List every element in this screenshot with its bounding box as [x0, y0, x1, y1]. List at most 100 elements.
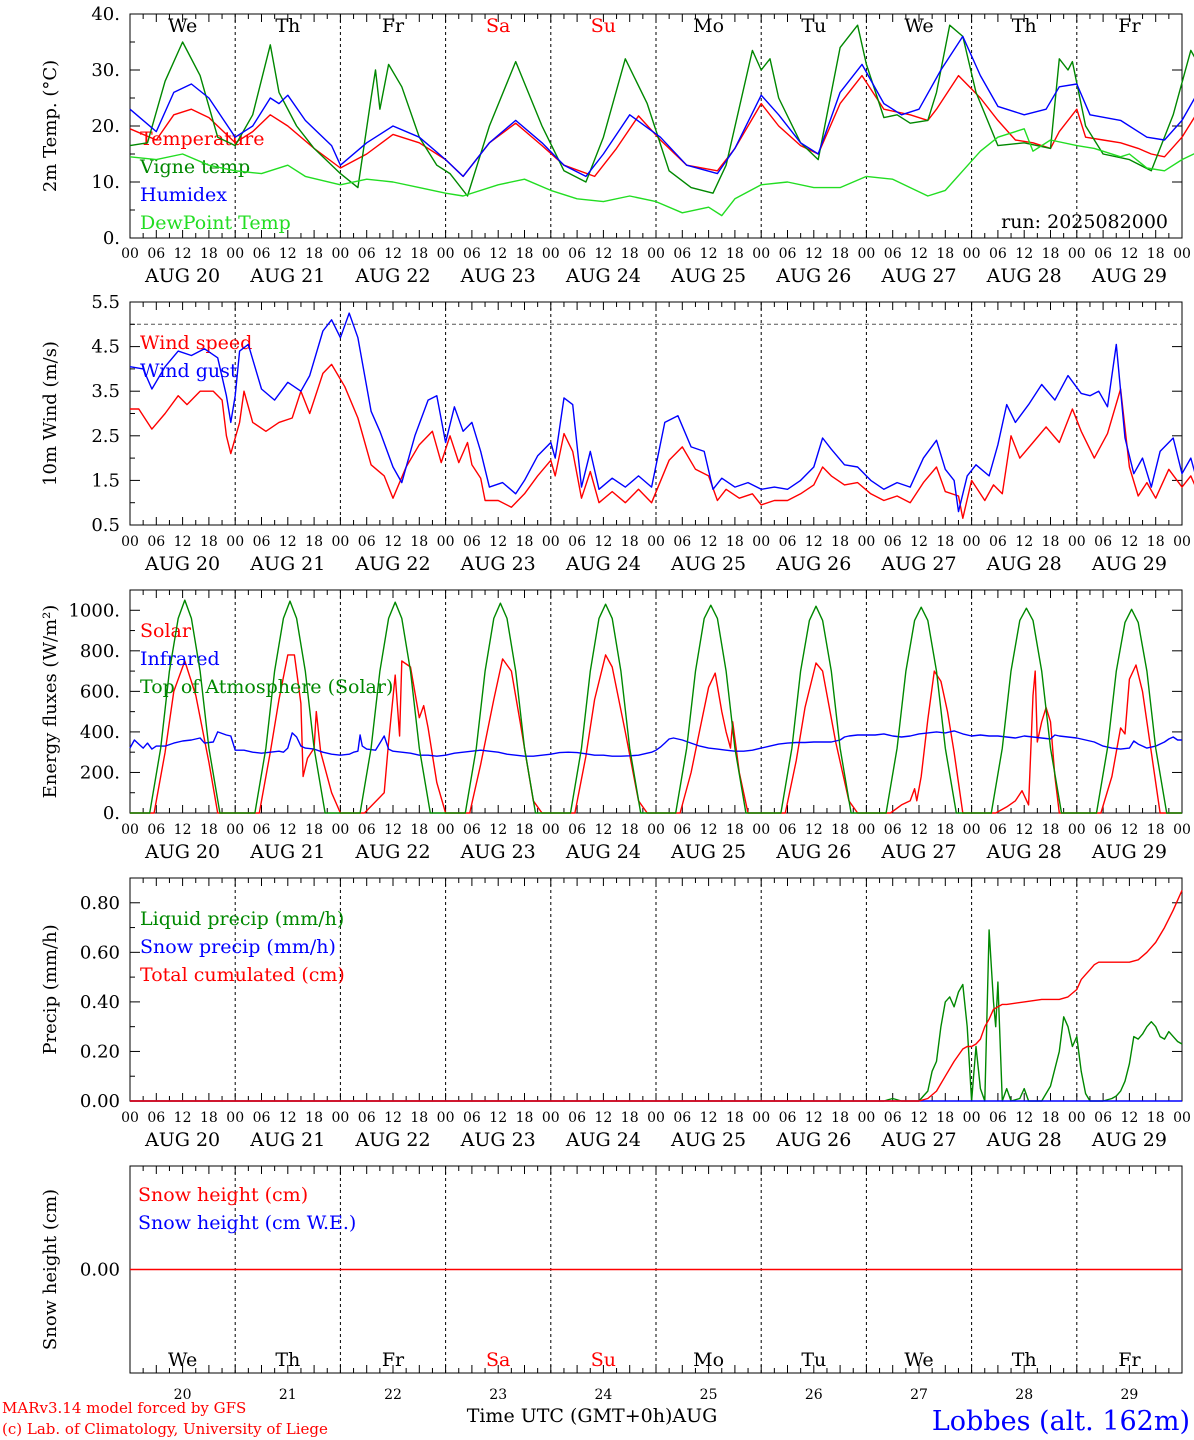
y-tick-label: 40.	[91, 4, 120, 25]
legend-entry: Temperature	[140, 128, 264, 150]
date-label: AUG 27	[880, 265, 956, 287]
y-tick-label: 0.5	[91, 515, 120, 536]
legend-entry: Snow precip (mm/h)	[140, 936, 336, 958]
hour-label: 18	[1042, 246, 1060, 262]
y-tick-label: 0.	[103, 803, 120, 824]
hour-label: 18	[1147, 1110, 1165, 1126]
hour-label: 00	[226, 534, 244, 550]
hour-label: 12	[279, 822, 297, 838]
hour-label: 00	[226, 246, 244, 262]
y-tick-label: 20.	[91, 116, 120, 137]
hour-label: 00	[857, 246, 875, 262]
legend-entry: Total cumulated (cm)	[140, 964, 345, 986]
day-abbr-label: Tu	[801, 15, 826, 37]
hour-label: 18	[305, 1110, 323, 1126]
hour-label: 06	[358, 822, 376, 838]
series-line-liquid-precip-mm-h-	[130, 929, 1183, 1102]
hour-label: 12	[1120, 246, 1138, 262]
day-abbr-label: Fr	[382, 15, 405, 37]
y-tick-label: 800.	[80, 641, 120, 662]
hour-label: 12	[489, 534, 507, 550]
legend-entry: Snow height (cm W.E.)	[138, 1212, 356, 1234]
date-label: AUG 21	[249, 265, 325, 287]
hour-label: 00	[1173, 534, 1191, 550]
panels: 0. 10. 20. 30. 40. 2m Temp. (°C) Temperature Vi…	[40, 4, 1194, 1403]
y-tick-label: 1.5	[91, 470, 120, 491]
y-tick-label: 0.60	[80, 942, 120, 963]
hour-label: 06	[463, 246, 481, 262]
day-abbr-label: Th	[275, 15, 300, 37]
date-label: AUG 29	[1091, 553, 1167, 575]
hour-label: 00	[1068, 246, 1086, 262]
hour-label: 12	[594, 1110, 612, 1126]
day-abbr-label: Mo	[693, 1349, 724, 1371]
date-label: AUG 28	[986, 265, 1062, 287]
chart-panel-5: 0.00 Snow height (cm) Snow height (cm) Snow…	[40, 1165, 1183, 1403]
hour-label: 12	[805, 246, 823, 262]
hour-label: 18	[1042, 822, 1060, 838]
hour-label: 00	[752, 1110, 770, 1126]
hour-label: 06	[463, 1110, 481, 1126]
day-number-label: 24	[594, 1387, 612, 1403]
day-abbr-label: Th	[275, 1349, 300, 1371]
hour-label: 12	[910, 822, 928, 838]
y-tick-label: 10.	[91, 172, 120, 193]
day-abbr-label: Su	[591, 15, 616, 37]
series-line-wind-speed	[130, 363, 1194, 519]
date-label: AUG 25	[670, 841, 746, 863]
hour-label: 12	[1015, 534, 1033, 550]
date-label: AUG 23	[460, 841, 536, 863]
y-axis-label: 2m Temp. (°C)	[40, 60, 61, 192]
hour-label: 06	[1094, 1110, 1112, 1126]
hour-label: 06	[253, 246, 271, 262]
hour-label: 12	[700, 822, 718, 838]
hour-label: 12	[384, 1110, 402, 1126]
hour-label: 18	[726, 1110, 744, 1126]
hour-label: 06	[673, 246, 691, 262]
hour-label: 12	[384, 246, 402, 262]
hour-label: 00	[1173, 1110, 1191, 1126]
hour-label: 18	[1147, 246, 1165, 262]
hour-label: 12	[174, 1110, 192, 1126]
day-number-label: 22	[384, 1387, 402, 1403]
day-abbr-label: Fr	[1118, 15, 1141, 37]
y-tick-label: 3.5	[91, 381, 120, 402]
hour-label: 06	[989, 534, 1007, 550]
hour-label: 06	[884, 1110, 902, 1126]
hour-label: 06	[989, 1110, 1007, 1126]
hour-label: 18	[200, 534, 218, 550]
day-abbr-label: We	[904, 15, 933, 37]
hour-label: 06	[989, 822, 1007, 838]
series-line-dewpoint-temp	[129, 128, 1194, 217]
day-number-label: 29	[1120, 1387, 1138, 1403]
day-abbr-label: Tu	[801, 1349, 826, 1371]
hour-label: 18	[305, 822, 323, 838]
hour-label: 18	[516, 246, 534, 262]
date-label: AUG 20	[144, 841, 220, 863]
chart-panel-1: 0. 10. 20. 30. 40. 2m Temp. (°C) Temperature Vi…	[40, 4, 1194, 287]
series-line-infrared	[129, 730, 1182, 757]
hour-label: 00	[331, 1110, 349, 1126]
legend-entry: Wind gust	[140, 360, 238, 382]
hour-label: 12	[805, 1110, 823, 1126]
day-number-label: 26	[805, 1387, 823, 1403]
hour-label: 00	[963, 822, 981, 838]
hour-label: 18	[726, 822, 744, 838]
date-label: AUG 28	[986, 553, 1062, 575]
hour-label: 00	[1173, 822, 1191, 838]
date-label: AUG 24	[565, 1129, 641, 1151]
y-tick-label: 600.	[80, 681, 120, 702]
hour-label: 12	[910, 534, 928, 550]
y-tick-label: 0.00	[80, 1091, 120, 1112]
chart-panel-2: 0.5 1.5 2.5 3.5 4.5 5.5 10m Wind (m/s) Wind spe…	[40, 292, 1194, 575]
chart-panel-4: 0.00 0.20 0.40 0.60 0.80 Precip (mm/h) Liquid …	[40, 877, 1191, 1151]
hour-label: 06	[1094, 246, 1112, 262]
date-label: AUG 25	[670, 1129, 746, 1151]
hour-label: 06	[147, 822, 165, 838]
hour-label: 06	[779, 246, 797, 262]
date-label: AUG 22	[354, 841, 430, 863]
date-label: AUG 26	[775, 553, 851, 575]
hour-label: 00	[437, 246, 455, 262]
series-line-top-of-atmosphere-solar-	[130, 599, 1182, 814]
